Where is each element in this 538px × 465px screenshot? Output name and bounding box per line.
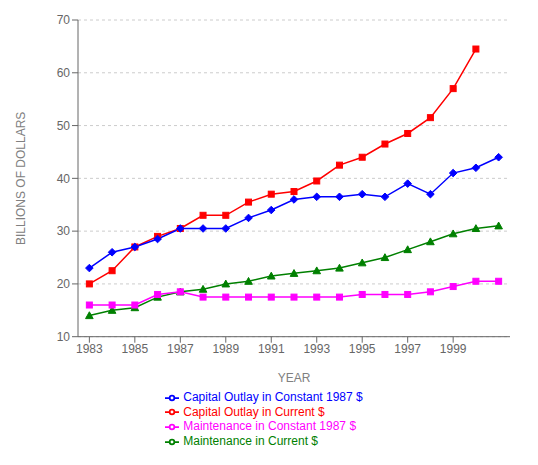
svg-text:1999: 1999 bbox=[440, 342, 467, 356]
svg-text:BILLIONS OF DOLLARS: BILLIONS OF DOLLARS bbox=[14, 112, 28, 245]
svg-text:20: 20 bbox=[57, 277, 71, 291]
svg-text:10: 10 bbox=[57, 330, 71, 344]
html-text:Capital Outlay in Constant 198: Capital Outlay in Constant 1987 $ bbox=[183, 389, 363, 404]
svg-text:70: 70 bbox=[57, 13, 71, 27]
svg-text:1983: 1983 bbox=[76, 342, 103, 356]
html-text:Maintenance in Constant 1987 $: Maintenance in Constant 1987 $ bbox=[183, 419, 357, 434]
svg-text:1989: 1989 bbox=[212, 342, 239, 356]
svg-text:30: 30 bbox=[57, 224, 71, 238]
svg-text:1991: 1991 bbox=[258, 342, 285, 356]
svg-text:1993: 1993 bbox=[303, 342, 330, 356]
svg-text:1987: 1987 bbox=[167, 342, 194, 356]
svg-text:50: 50 bbox=[57, 119, 71, 133]
html-text:Maintenance in Current $: Maintenance in Current $ bbox=[183, 434, 318, 449]
html-text:Capital Outlay in Current $: Capital Outlay in Current $ bbox=[183, 404, 325, 419]
svg-text:1985: 1985 bbox=[121, 342, 148, 356]
svg-text:60: 60 bbox=[57, 66, 71, 80]
svg-text:1997: 1997 bbox=[394, 342, 421, 356]
svg-text:1995: 1995 bbox=[349, 342, 376, 356]
svg-text:YEAR: YEAR bbox=[278, 371, 311, 385]
svg-text:40: 40 bbox=[57, 172, 71, 186]
